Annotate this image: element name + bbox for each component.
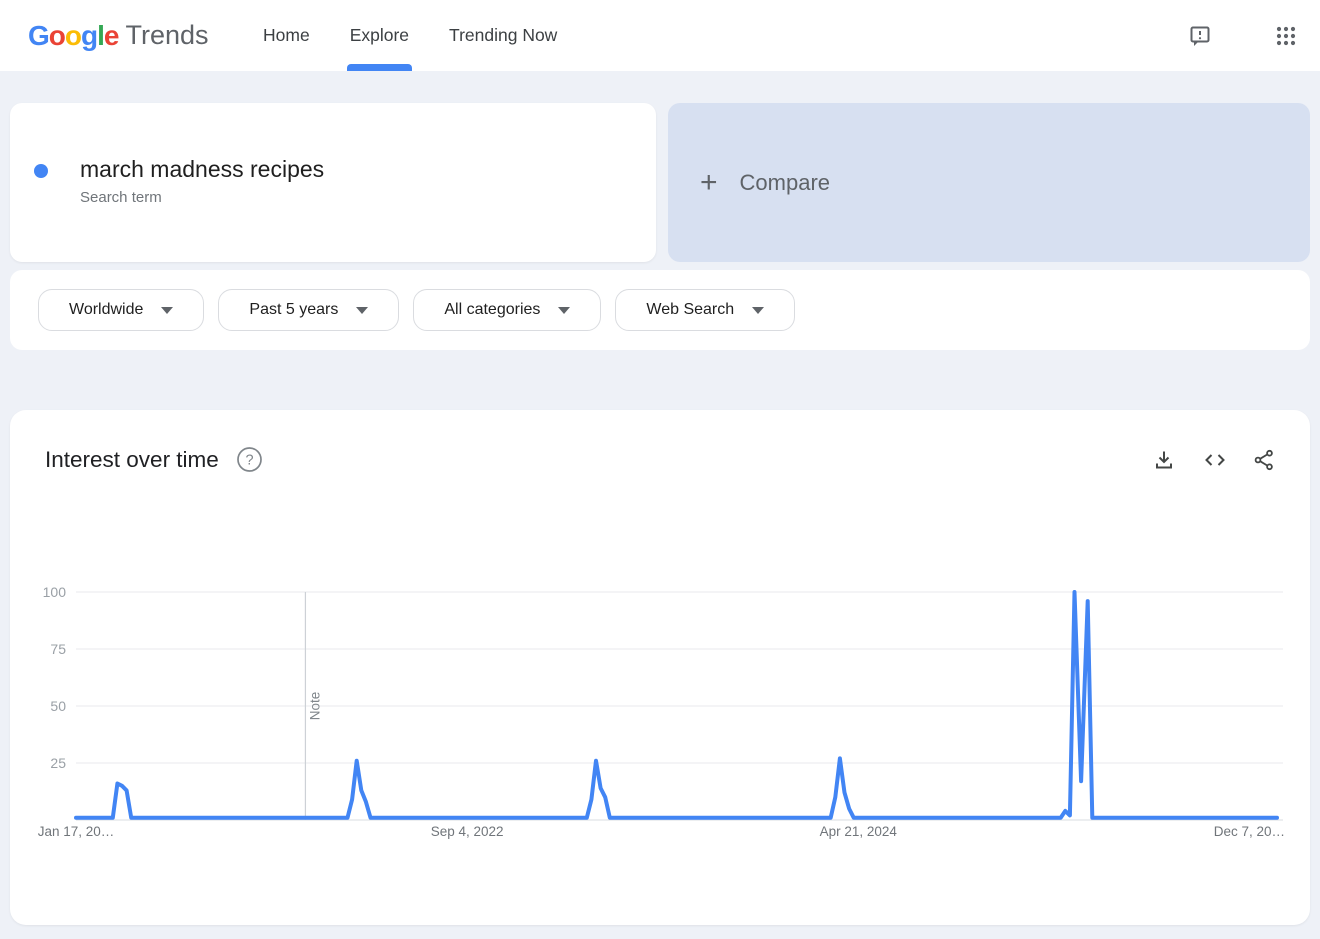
category-filter-dropdown[interactable]: All categories [413,289,602,331]
time-range-filter-value: Past 5 years [249,301,339,318]
search-type-filter-value: Web Search [646,301,735,318]
interest-over-time-chart[interactable]: 25 50 75 100 Note Jan 17, 20… Sep 4, 2022 Apr 2… [10,560,1310,860]
main-nav: Home Explore Trending Now [263,0,557,71]
interest-over-time-card: Interest over time ? [10,410,1310,925]
filters-bar: Worldwide Past 5 years All categories We… [10,270,1310,350]
logo-letter: e [103,19,120,51]
chart-title: Interest over time [45,446,219,472]
search-type-filter-dropdown[interactable]: Web Search [615,289,796,331]
logo-letter: o [64,19,82,51]
search-term-type-label: Search term [80,189,162,206]
nav-tab-trending-now[interactable]: Trending Now [449,25,558,45]
nav-tab-explore[interactable]: Explore [346,0,413,71]
svg-text:Apr 21, 2024: Apr 21, 2024 [820,824,898,839]
embed-code-icon[interactable] [1202,448,1226,472]
svg-text:25: 25 [50,755,66,771]
svg-text:Dec 7, 20…: Dec 7, 20… [1214,824,1285,839]
download-icon[interactable] [1152,448,1176,472]
caret-down-icon [558,306,571,314]
svg-text:50: 50 [50,698,66,714]
google-apps-grid-icon[interactable] [1274,24,1298,48]
caret-down-icon [356,306,369,314]
nav-tab-explore-label: Explore [349,25,410,45]
svg-text:Jan 17, 20…: Jan 17, 20… [38,824,115,839]
svg-text:?: ? [245,453,253,469]
svg-text:75: 75 [50,641,66,657]
logo-letter: G [28,19,50,51]
feedback-icon[interactable] [1188,24,1212,48]
caret-down-icon [161,306,174,314]
search-term-text: march madness recipes [80,156,325,182]
nav-tab-home[interactable]: Home [263,25,310,45]
category-filter-value: All categories [444,301,541,318]
compare-label: Compare [739,169,831,195]
search-term-card[interactable]: march madness recipes Search term [10,103,656,262]
logo-letter: o [48,19,66,51]
logo-letter: l [97,19,105,51]
time-range-filter-dropdown[interactable]: Past 5 years [218,289,400,331]
svg-text:Sep 4, 2022: Sep 4, 2022 [431,824,504,839]
svg-text:100: 100 [43,584,67,600]
active-tab-underline [346,64,413,71]
svg-text:Note: Note [307,692,322,721]
geo-filter-value: Worldwide [69,301,144,318]
logo-letter: g [81,19,98,51]
caret-down-icon [752,306,765,314]
help-icon[interactable]: ? [236,446,263,473]
add-comparison-card[interactable]: + Compare [668,103,1310,262]
share-icon[interactable] [1252,448,1276,472]
geo-filter-dropdown[interactable]: Worldwide [38,289,205,331]
plus-icon: + [700,165,718,199]
series-color-dot [34,164,48,178]
logo-trends-label: Trends [125,20,209,50]
